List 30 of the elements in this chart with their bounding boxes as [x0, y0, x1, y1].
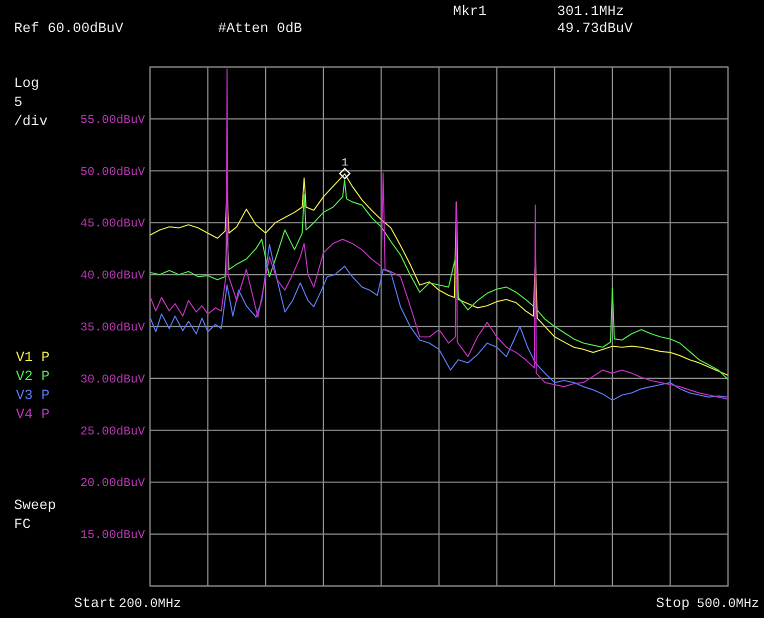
- text: Sweep: [14, 498, 56, 514]
- y-tick-label: 50.00dBuV: [80, 164, 146, 179]
- text: /div: [14, 114, 48, 130]
- text: V3 P: [16, 388, 50, 404]
- line-series: [149, 68, 729, 400]
- y-tick-label: 35.00dBuV: [80, 320, 146, 334]
- text: FC: [14, 517, 31, 533]
- text: V1 P: [16, 350, 50, 366]
- y-tick-label: 15.00dBuV: [80, 528, 146, 542]
- y-tick-label: 40.00dBuV: [80, 268, 146, 283]
- text: #Atten 0dB: [218, 21, 302, 37]
- y-tick-label: 55.00dBuV: [80, 112, 146, 127]
- x-tick-label: 200.0MHz: [118, 596, 182, 611]
- y-tick-label: 25.00dBuV: [80, 424, 146, 438]
- text: V4 P: [16, 407, 50, 423]
- text: 5: [14, 95, 22, 111]
- text: 301.1MHz: [557, 4, 624, 20]
- text: 49.73dBuV: [557, 21, 634, 37]
- y-tick-label: 45.00dBuV: [80, 216, 146, 231]
- text: Ref 60.00dBuV: [14, 21, 124, 37]
- line-series: [149, 244, 729, 401]
- text: V2 P: [16, 369, 50, 385]
- y-tick-label: 30.00dBuV: [80, 372, 146, 386]
- annotation: 1: [341, 158, 348, 170]
- text: Mkr1: [453, 4, 487, 20]
- text: Start: [74, 596, 116, 612]
- text: Stop: [656, 596, 690, 612]
- text: Log: [14, 76, 40, 92]
- x-tick-label: 500.0MHz: [696, 596, 760, 611]
- y-tick-label: 20.00dBuV: [80, 476, 146, 490]
